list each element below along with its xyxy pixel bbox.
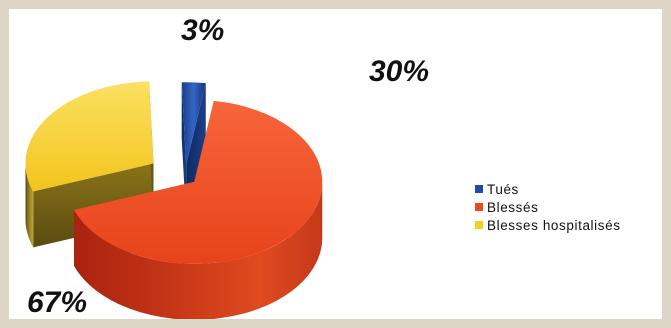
slice-label-1: 3% [181,14,224,47]
slice-label-2: 67% [27,286,87,319]
legend-swatch-2 [475,203,483,211]
pie-slice-2 [73,100,323,319]
pie-slice-3-top [25,81,154,192]
chart-panel: 3% 67% 30% Tués Blessés Blesses hospitalisés [9,9,662,319]
legend-swatch-3 [475,221,483,229]
pie-slice-2-top [73,100,323,264]
pie-chart: 3% 67% 30% [25,14,429,319]
legend: Tués Blessés Blesses hospitalisés [475,180,621,234]
legend-swatch-1 [475,185,483,193]
pie-slice-3-wall-1 [33,163,154,248]
legend-label-1: Tués [487,181,519,197]
pie-slice-2-side [73,181,323,319]
legend-label-3: Blesses hospitalisés [487,217,621,233]
slice-label-3: 30% [369,55,429,88]
legend-label-2: Blessés [487,199,539,215]
pie-slice-1-top [181,82,206,165]
pie-slice-3-side [25,163,34,248]
pie-slice-3 [25,81,154,248]
legend-item-1: Tués [475,180,621,198]
legend-item-3: Blesses hospitalisés [475,216,621,234]
legend-item-2: Blessés [475,198,621,216]
